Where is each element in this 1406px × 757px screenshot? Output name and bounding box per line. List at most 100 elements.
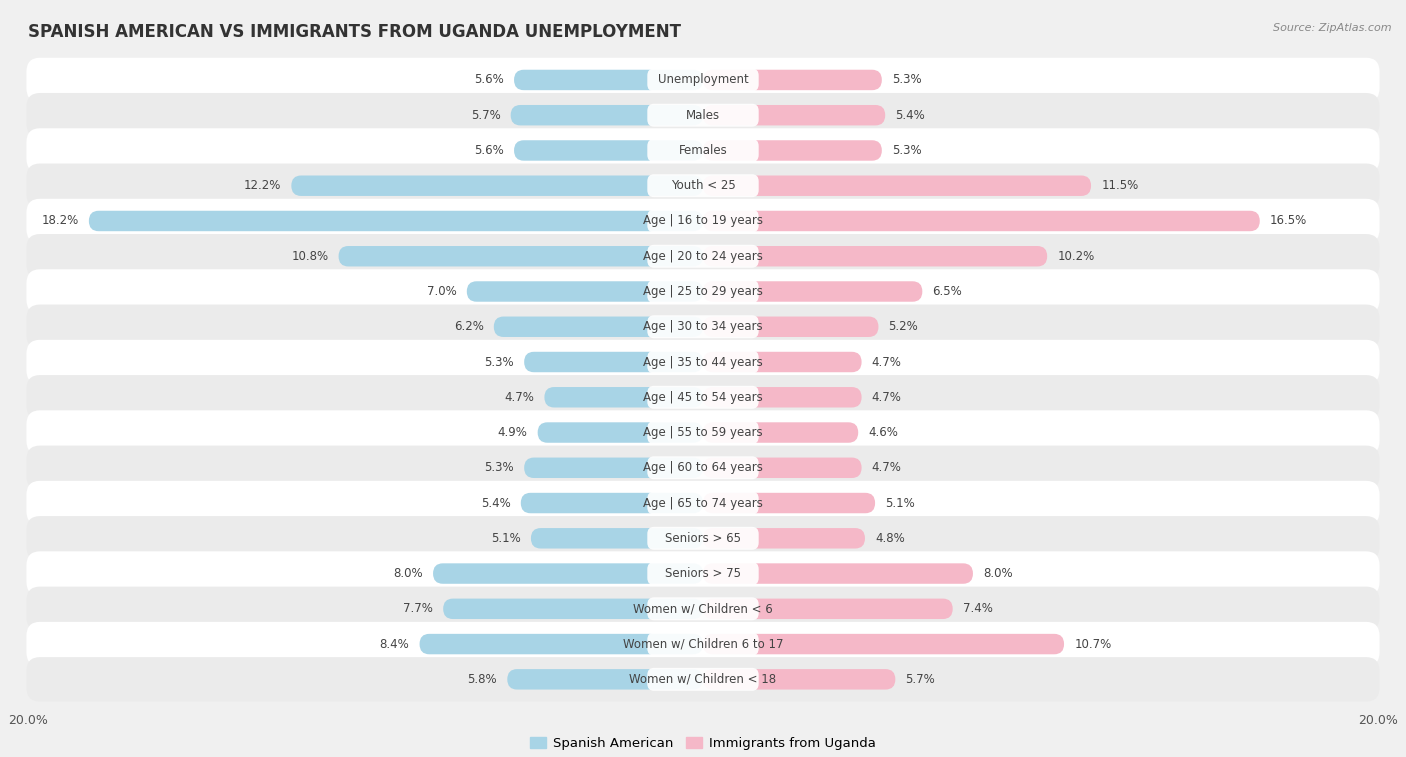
FancyBboxPatch shape	[647, 350, 759, 373]
Text: Age | 55 to 59 years: Age | 55 to 59 years	[643, 426, 763, 439]
FancyBboxPatch shape	[703, 457, 862, 478]
FancyBboxPatch shape	[27, 551, 1379, 596]
FancyBboxPatch shape	[27, 93, 1379, 138]
Text: SPANISH AMERICAN VS IMMIGRANTS FROM UGANDA UNEMPLOYMENT: SPANISH AMERICAN VS IMMIGRANTS FROM UGAN…	[28, 23, 681, 41]
FancyBboxPatch shape	[520, 493, 703, 513]
FancyBboxPatch shape	[27, 164, 1379, 208]
Text: Age | 16 to 19 years: Age | 16 to 19 years	[643, 214, 763, 228]
FancyBboxPatch shape	[647, 527, 759, 550]
Text: 5.1%: 5.1%	[886, 497, 915, 509]
FancyBboxPatch shape	[291, 176, 703, 196]
Text: 4.7%: 4.7%	[872, 356, 901, 369]
Text: 8.0%: 8.0%	[394, 567, 423, 580]
Text: 4.8%: 4.8%	[875, 532, 905, 545]
FancyBboxPatch shape	[537, 422, 703, 443]
Text: Age | 45 to 54 years: Age | 45 to 54 years	[643, 391, 763, 403]
FancyBboxPatch shape	[443, 599, 703, 619]
FancyBboxPatch shape	[27, 304, 1379, 349]
FancyBboxPatch shape	[508, 669, 703, 690]
FancyBboxPatch shape	[647, 562, 759, 585]
FancyBboxPatch shape	[647, 491, 759, 515]
Legend: Spanish American, Immigrants from Uganda: Spanish American, Immigrants from Uganda	[524, 732, 882, 755]
Text: Women w/ Children < 6: Women w/ Children < 6	[633, 603, 773, 615]
Text: 7.7%: 7.7%	[404, 603, 433, 615]
FancyBboxPatch shape	[27, 58, 1379, 102]
FancyBboxPatch shape	[544, 387, 703, 407]
FancyBboxPatch shape	[703, 422, 858, 443]
Text: 4.7%: 4.7%	[872, 461, 901, 475]
FancyBboxPatch shape	[27, 410, 1379, 455]
Text: 10.8%: 10.8%	[291, 250, 329, 263]
FancyBboxPatch shape	[703, 316, 879, 337]
FancyBboxPatch shape	[27, 516, 1379, 560]
Text: 5.1%: 5.1%	[491, 532, 520, 545]
Text: 7.0%: 7.0%	[427, 285, 457, 298]
Text: Age | 60 to 64 years: Age | 60 to 64 years	[643, 461, 763, 475]
Text: 5.6%: 5.6%	[474, 144, 503, 157]
Text: 5.3%: 5.3%	[485, 356, 515, 369]
FancyBboxPatch shape	[515, 70, 703, 90]
FancyBboxPatch shape	[27, 269, 1379, 313]
FancyBboxPatch shape	[647, 210, 759, 232]
Text: 11.5%: 11.5%	[1101, 179, 1139, 192]
FancyBboxPatch shape	[703, 352, 862, 372]
Text: 18.2%: 18.2%	[42, 214, 79, 228]
Text: 10.7%: 10.7%	[1074, 637, 1111, 650]
Text: 4.7%: 4.7%	[872, 391, 901, 403]
FancyBboxPatch shape	[27, 199, 1379, 243]
Text: 5.7%: 5.7%	[471, 109, 501, 122]
Text: Age | 35 to 44 years: Age | 35 to 44 years	[643, 356, 763, 369]
FancyBboxPatch shape	[647, 104, 759, 126]
Text: Source: ZipAtlas.com: Source: ZipAtlas.com	[1274, 23, 1392, 33]
FancyBboxPatch shape	[647, 174, 759, 198]
Text: 5.4%: 5.4%	[481, 497, 510, 509]
FancyBboxPatch shape	[647, 597, 759, 620]
Text: 4.6%: 4.6%	[869, 426, 898, 439]
FancyBboxPatch shape	[433, 563, 703, 584]
Text: Males: Males	[686, 109, 720, 122]
Text: Unemployment: Unemployment	[658, 73, 748, 86]
FancyBboxPatch shape	[27, 446, 1379, 490]
FancyBboxPatch shape	[703, 70, 882, 90]
Text: Females: Females	[679, 144, 727, 157]
FancyBboxPatch shape	[647, 668, 759, 691]
Text: 5.6%: 5.6%	[474, 73, 503, 86]
FancyBboxPatch shape	[647, 139, 759, 162]
FancyBboxPatch shape	[27, 375, 1379, 419]
FancyBboxPatch shape	[89, 210, 703, 231]
FancyBboxPatch shape	[647, 280, 759, 303]
FancyBboxPatch shape	[703, 387, 862, 407]
Text: 5.3%: 5.3%	[485, 461, 515, 475]
FancyBboxPatch shape	[703, 599, 953, 619]
Text: Age | 20 to 24 years: Age | 20 to 24 years	[643, 250, 763, 263]
FancyBboxPatch shape	[703, 210, 1260, 231]
Text: 12.2%: 12.2%	[243, 179, 281, 192]
Text: Women w/ Children < 18: Women w/ Children < 18	[630, 673, 776, 686]
FancyBboxPatch shape	[515, 140, 703, 160]
FancyBboxPatch shape	[647, 386, 759, 409]
FancyBboxPatch shape	[647, 68, 759, 92]
Text: 4.9%: 4.9%	[498, 426, 527, 439]
Text: 5.3%: 5.3%	[891, 144, 921, 157]
Text: Seniors > 75: Seniors > 75	[665, 567, 741, 580]
FancyBboxPatch shape	[703, 493, 875, 513]
FancyBboxPatch shape	[27, 621, 1379, 666]
FancyBboxPatch shape	[494, 316, 703, 337]
FancyBboxPatch shape	[703, 140, 882, 160]
Text: 5.2%: 5.2%	[889, 320, 918, 333]
FancyBboxPatch shape	[27, 587, 1379, 631]
FancyBboxPatch shape	[703, 634, 1064, 654]
FancyBboxPatch shape	[524, 352, 703, 372]
FancyBboxPatch shape	[703, 246, 1047, 266]
Text: 6.2%: 6.2%	[454, 320, 484, 333]
FancyBboxPatch shape	[647, 633, 759, 656]
FancyBboxPatch shape	[647, 245, 759, 268]
FancyBboxPatch shape	[27, 234, 1379, 279]
Text: 8.0%: 8.0%	[983, 567, 1012, 580]
FancyBboxPatch shape	[647, 315, 759, 338]
FancyBboxPatch shape	[27, 657, 1379, 702]
Text: 5.3%: 5.3%	[891, 73, 921, 86]
Text: 5.7%: 5.7%	[905, 673, 935, 686]
FancyBboxPatch shape	[419, 634, 703, 654]
FancyBboxPatch shape	[27, 128, 1379, 173]
